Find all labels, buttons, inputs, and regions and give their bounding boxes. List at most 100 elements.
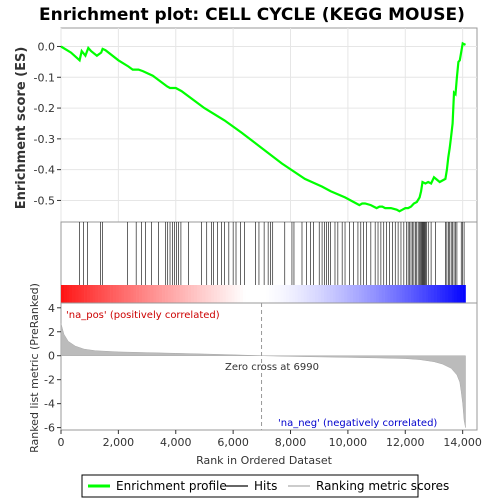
rank-color-segment xyxy=(292,285,296,303)
rank-color-segment xyxy=(95,285,99,303)
rank-color-segment xyxy=(170,285,174,303)
rank-color-segment xyxy=(179,285,183,303)
rank-color-segment xyxy=(323,285,328,303)
rank-color-segment xyxy=(199,285,203,303)
rank-color-segment xyxy=(202,285,206,303)
rank-color-segment xyxy=(147,285,151,303)
rank-color-segment xyxy=(344,285,348,303)
rank-color-segment xyxy=(280,285,284,303)
zero-cross-label: Zero cross at 6990 xyxy=(225,362,319,373)
metric-tick-label: 4 xyxy=(48,302,55,315)
es-panel: 0.0 -0.1 -0.2 -0.3 -0.4 -0.5 xyxy=(34,27,478,223)
rank-color-segment xyxy=(269,285,273,303)
rank-color-segment xyxy=(462,285,466,303)
rank-color-segment xyxy=(61,285,65,303)
x-tick-label: 4,000 xyxy=(160,436,192,449)
rank-color-segment xyxy=(133,285,137,303)
rank-color-segment xyxy=(196,285,200,303)
rank-color-segment xyxy=(84,285,88,303)
enrichment-profile-line xyxy=(60,41,467,213)
hits-panel xyxy=(60,221,478,304)
es-tick-label: -0.2 xyxy=(34,102,55,115)
rank-color-segment xyxy=(456,285,461,303)
rank-color-segment xyxy=(393,285,397,303)
rank-color-segment xyxy=(176,285,180,303)
rank-color-segment xyxy=(361,285,365,303)
rank-color-segment xyxy=(326,285,331,303)
metric-axis-title: Ranked list metric (PreRanked) xyxy=(28,283,41,453)
metric-tick-label: 0 xyxy=(48,350,55,363)
rank-color-segment xyxy=(231,285,235,303)
rank-color-segment xyxy=(188,285,192,303)
rank-color-segment xyxy=(321,285,325,303)
metric-plot-frame xyxy=(60,302,478,431)
rank-color-segment xyxy=(225,285,229,303)
rank-color-segment xyxy=(399,285,403,303)
rank-color-segment xyxy=(358,285,362,303)
rank-color-segment xyxy=(439,285,443,303)
rank-color-segment xyxy=(459,285,463,303)
rank-color-segment xyxy=(373,285,377,303)
es-tick-label: -0.1 xyxy=(34,71,55,84)
rank-color-segment xyxy=(401,285,406,303)
rank-color-segment xyxy=(136,285,140,303)
rank-color-segment xyxy=(416,285,420,303)
rank-color-segment xyxy=(312,285,316,303)
rank-color-segment xyxy=(191,285,195,303)
rank-color-segment xyxy=(341,285,345,303)
rank-color-segment xyxy=(271,285,276,303)
rank-color-segment xyxy=(396,285,400,303)
metric-tick-label: -6 xyxy=(44,422,55,435)
rank-color-segment xyxy=(286,285,290,303)
rank-color-segment xyxy=(156,285,160,303)
rank-color-segment xyxy=(208,285,212,303)
rank-color-segment xyxy=(407,285,411,303)
rank-color-segment xyxy=(257,285,261,303)
rank-color-segment xyxy=(427,285,432,303)
rank-color-segment xyxy=(217,285,221,303)
rank-color-segment xyxy=(81,285,85,303)
rank-color-segment xyxy=(214,285,218,303)
rank-color-segment xyxy=(387,285,391,303)
x-tick-label: 8,000 xyxy=(275,436,307,449)
rank-color-segment xyxy=(309,285,313,303)
rank-color-segment xyxy=(127,285,131,303)
legend: Enrichment profile Hits Ranking metric s… xyxy=(81,474,449,498)
rank-color-segment xyxy=(240,285,244,303)
es-plot-frame xyxy=(60,27,478,223)
rank-color-segment xyxy=(185,285,189,303)
rank-color-segment xyxy=(445,285,449,303)
rank-color-segment xyxy=(274,285,279,303)
x-tick-label: 10,000 xyxy=(329,436,368,449)
x-axis-title: Rank in Ordered Dataset xyxy=(196,454,333,467)
rank-color-segment xyxy=(297,285,302,303)
rank-color-segment xyxy=(442,285,446,303)
rank-color-segment xyxy=(98,285,102,303)
rank-color-segment xyxy=(69,285,73,303)
rank-color-segment xyxy=(453,285,458,303)
rank-color-segment xyxy=(295,285,299,303)
rank-color-segment xyxy=(263,285,267,303)
chart-title: Enrichment plot: CELL CYCLE (KEGG MOUSE) xyxy=(39,5,465,25)
rank-color-segment xyxy=(243,285,247,303)
rank-color-segment xyxy=(364,285,368,303)
x-tick-label: 6,000 xyxy=(217,436,249,449)
rank-color-segment xyxy=(89,285,94,303)
rank-color-segment xyxy=(303,285,307,303)
rank-color-segment xyxy=(205,285,209,303)
rank-color-segment xyxy=(245,285,250,303)
rank-color-segment xyxy=(211,285,215,303)
rank-color-segment xyxy=(78,285,82,303)
rank-color-segment xyxy=(430,285,435,303)
es-tick-label: -0.3 xyxy=(34,133,55,146)
rank-color-segment xyxy=(404,285,409,303)
rank-color-segment xyxy=(410,285,414,303)
legend-box xyxy=(81,474,419,498)
rank-color-segment xyxy=(159,285,163,303)
rank-color-segment xyxy=(118,285,122,303)
rank-color-segment xyxy=(433,285,437,303)
rank-color-segment xyxy=(234,285,238,303)
rank-color-segment xyxy=(315,285,319,303)
rank-color-segment xyxy=(182,285,186,303)
